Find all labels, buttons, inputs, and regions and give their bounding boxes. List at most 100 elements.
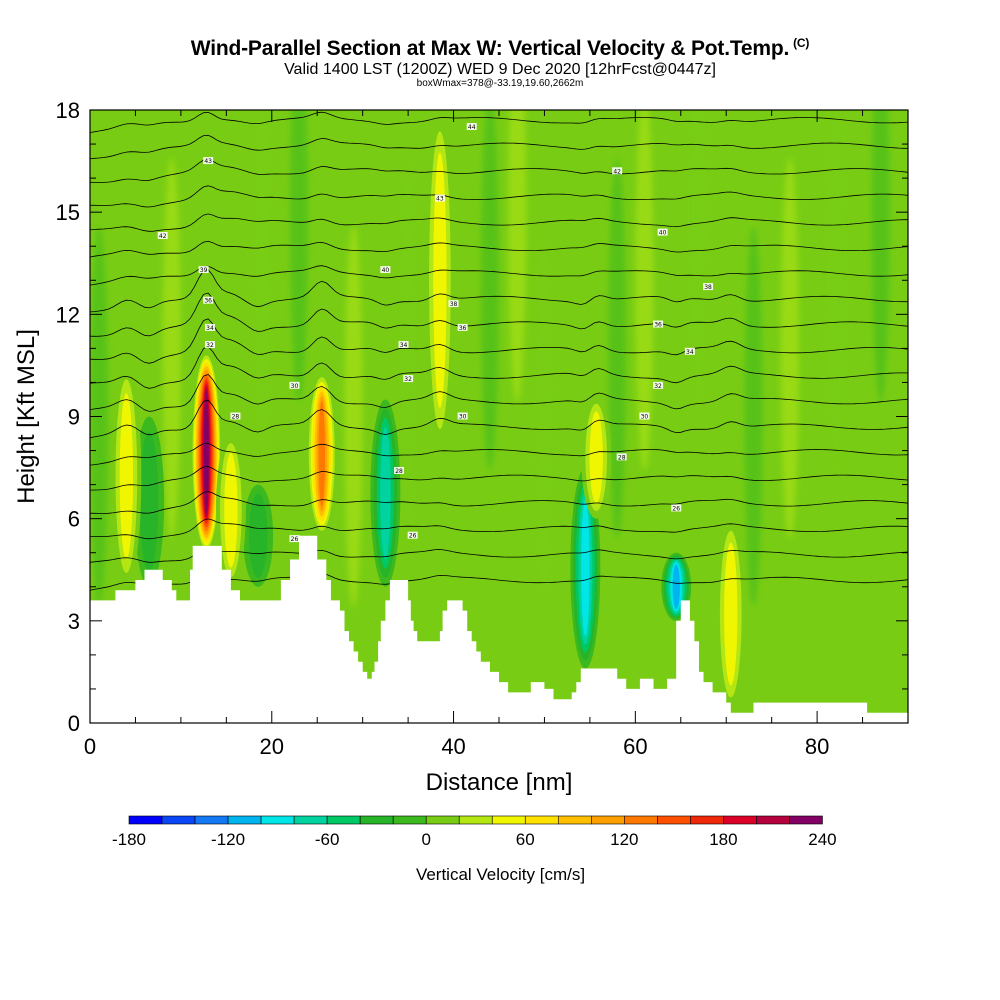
contour-label-text: 26	[409, 533, 417, 540]
contour-label-bg	[203, 157, 214, 165]
theta-contour	[90, 111, 908, 133]
colorbar-swatch	[128, 815, 163, 825]
colorbar-tick-label: -120	[211, 830, 245, 849]
theta-contour-label: 38	[448, 300, 459, 308]
background-streak	[253, 110, 272, 471]
contour-label-bg	[289, 381, 300, 389]
downdraft-column	[672, 564, 680, 610]
colorbar-swatch	[194, 815, 229, 825]
contour-label-bg	[466, 123, 477, 131]
background-streak	[535, 226, 554, 607]
theta-contour	[90, 265, 908, 286]
theta-contour	[90, 292, 908, 337]
theta-contour-label: 36	[653, 320, 664, 329]
contour-label-text: 32	[206, 342, 214, 349]
contour-label-bg	[703, 283, 714, 291]
contour-label-text: 38	[450, 301, 458, 308]
contour-label-bg	[657, 228, 668, 236]
contour-label-bg	[653, 381, 664, 389]
colorbar: -180 -120 -60 0 60 120 180 240 Vertical Velocity…	[112, 815, 837, 884]
theta-contour	[90, 318, 908, 364]
x-axis-title: Distance [nm]	[426, 769, 573, 796]
colorbar-swatch	[161, 815, 196, 825]
colorbar-swatch	[293, 815, 328, 825]
contour-label-text: 26	[291, 536, 299, 543]
chart-title: Wind-Parallel Section at Max W: Vertical…	[0, 36, 1000, 61]
colorbar-swatch	[591, 815, 625, 825]
colorbar-swatch	[524, 815, 559, 825]
theta-contour-label: 40	[657, 228, 668, 237]
colorbar-swatch	[326, 815, 361, 825]
contour-label-bg	[457, 412, 468, 420]
theta-contour	[90, 158, 908, 183]
background-streak	[480, 110, 499, 471]
y-tick-label: 0	[68, 711, 80, 736]
theta-contour-label: 32	[403, 375, 414, 383]
contour-label-bg	[289, 535, 300, 543]
theta-contour-label: 26	[289, 535, 300, 543]
downdraft-column	[380, 426, 391, 560]
colorbar-tick-label: 120	[610, 830, 638, 849]
contour-label-text: 26	[672, 505, 680, 512]
chart-title-text: Wind-Parallel Section at Max W: Vertical…	[190, 37, 790, 60]
contour-label-bg	[403, 375, 414, 383]
contour-label-bg	[204, 340, 215, 348]
contour-label-bg	[198, 266, 209, 274]
x-tick-label: 60	[623, 734, 647, 759]
theta-contour-label: 44	[466, 123, 477, 131]
background-streak	[744, 226, 763, 607]
theta-contour-label: 26	[407, 531, 418, 540]
theta-contour-label: 28	[230, 412, 241, 421]
theta-contour-label: 42	[612, 167, 623, 175]
colorbar-swatch	[690, 815, 724, 825]
contour-label-bg	[230, 412, 241, 420]
terrain-mask	[90, 535, 908, 723]
background-streak	[689, 110, 708, 403]
contour-label-text: 40	[382, 267, 390, 274]
contour-label-text: 34	[400, 342, 408, 349]
colorbar-swatch	[458, 815, 493, 825]
contour-label-text: 36	[204, 298, 212, 305]
contour-label-text: 42	[159, 233, 167, 240]
x-tick-label: 20	[260, 734, 284, 759]
contour-label-text: 30	[641, 414, 649, 421]
background-streak	[344, 226, 363, 607]
theta-contour	[90, 491, 908, 514]
theta-contour-label: 34	[398, 340, 409, 349]
theta-contour-label: 42	[157, 232, 168, 240]
y-tick-label: 9	[68, 405, 80, 430]
updraft-column	[119, 393, 134, 560]
theta-contour-label: 43	[203, 157, 214, 165]
theta-contour	[90, 213, 908, 232]
colorbar-tick-label: -180	[112, 830, 146, 849]
contour-label-bg	[448, 300, 459, 308]
colorbar-swatch	[392, 815, 427, 825]
colorbar-swatch	[491, 815, 526, 825]
theta-contour	[90, 374, 908, 412]
chart-subtitle-2: boxWmax=378@-33.19,19.60,2662m	[416, 78, 584, 89]
chart-subtitle: Valid 1400 LST (1200Z) WED 9 Dec 2020 [1…	[284, 61, 716, 78]
theta-contour	[90, 442, 908, 466]
contour-label-bg	[394, 466, 405, 474]
theta-contour-label: 39	[198, 266, 209, 274]
colorbar-tick-label: 0	[421, 830, 430, 849]
theta-contour-label: 34	[684, 347, 695, 356]
x-tick-label: 80	[805, 734, 829, 759]
contour-label-text: 28	[618, 454, 626, 461]
colorbar-swatch	[756, 815, 790, 825]
colorbar-swatch	[359, 815, 394, 825]
contour-label-text: 32	[404, 376, 412, 383]
y-tick-label: 3	[68, 609, 80, 634]
contour-label-bg	[203, 296, 214, 304]
contour-label-bg	[380, 266, 391, 274]
updraft-column	[724, 542, 738, 686]
theta-contour-label: 40	[380, 266, 391, 274]
theta-contour-label: 30	[457, 412, 468, 421]
colorbar-tick-label: 60	[516, 830, 535, 849]
x-tick-label: 40	[441, 734, 465, 759]
theta-contour-label: 36	[203, 296, 214, 305]
theta-contour	[90, 399, 908, 439]
theta-contour-label: 43	[434, 194, 445, 203]
colorbar-swatch	[227, 815, 262, 825]
